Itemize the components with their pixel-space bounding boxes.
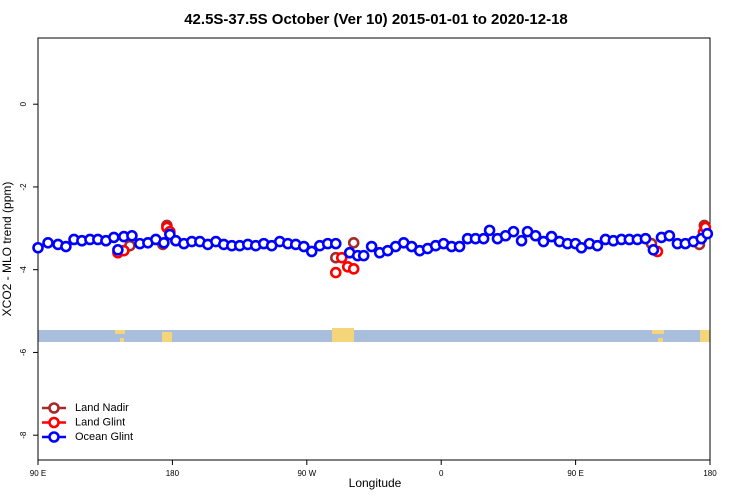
point [112,244,124,256]
point [537,235,550,248]
point [335,251,348,264]
point [108,231,120,244]
point [529,229,542,242]
point [507,225,520,238]
legend-label: Land Glint [75,416,125,428]
point [32,241,44,254]
point [477,232,490,245]
point [347,263,360,275]
point [639,232,652,245]
x-tick-label: 90 E [30,469,46,478]
y-tick-label: -4 [19,266,28,274]
x-tick-label: 90 W [297,469,316,478]
x-tick-label: 90 E [567,469,583,478]
y-tick-label: -2 [19,183,28,191]
x-axis-label: Longitude [349,476,402,490]
point [701,227,714,240]
chart-title: 42.5S-37.5S October (Ver 10) 2015-01-01 … [184,11,568,28]
x-tick-label: 0 [439,469,444,478]
point [591,239,604,252]
y-tick-label: -8 [19,431,28,439]
legend-label: Ocean Glint [75,431,133,443]
land-ocean-strip [38,328,710,342]
point [347,236,360,249]
point [515,234,528,247]
legend-marker [48,431,60,443]
point [647,244,660,256]
point [305,245,318,258]
legend-label: Land Nadir [75,402,129,414]
point [545,230,558,243]
point [298,240,310,253]
legend-marker [48,416,60,429]
point [453,240,466,253]
point [158,236,170,249]
point [329,237,342,250]
y-axis-label: XCO2 - MLO trend (ppm) [0,182,14,317]
y-tick-label: -6 [19,348,28,356]
point [126,229,138,242]
point [483,224,496,237]
x-tick-label: 180 [166,469,180,478]
point [663,229,676,242]
legend-marker [48,402,60,414]
x-tick-label: 180 [703,469,717,478]
point [365,240,378,253]
point [60,240,72,253]
point [357,249,370,262]
point [42,236,54,249]
y-tick-label: 0 [19,101,28,106]
point [329,266,342,279]
